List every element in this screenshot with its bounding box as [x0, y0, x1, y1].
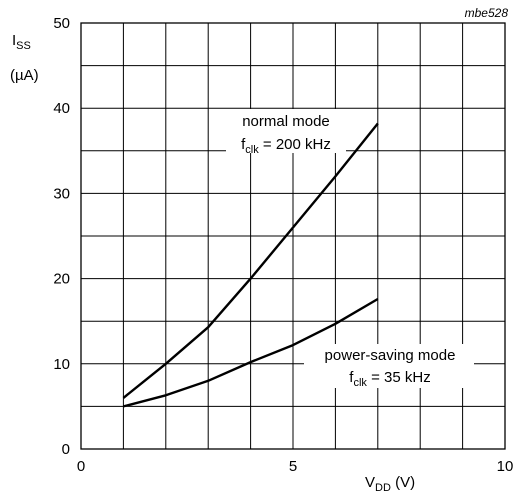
power-saving-mode-line — [123, 297, 379, 408]
y-tick-label: 10 — [53, 356, 70, 373]
y-tick-label: 20 — [53, 271, 70, 288]
normal-mode-label-bg — [226, 109, 346, 153]
y-tick-label: 30 — [53, 185, 70, 202]
power-saving-label: power-saving mode — [325, 347, 456, 364]
plot-frame — [80, 22, 506, 450]
y-axis-label: ISS — [12, 32, 31, 52]
normal-mode-frequency: fclk = 200 kHz — [241, 136, 331, 156]
x-tick-label: 10 — [497, 458, 514, 475]
y-axis-unit: (µA) — [10, 67, 39, 84]
normal-mode-label: normal mode — [242, 113, 330, 130]
x-tick-label: 5 — [289, 458, 297, 475]
power-saving-frequency: fclk = 35 kHz — [349, 369, 430, 389]
x-axis-label: VDD (V) — [365, 474, 415, 494]
figure-code: mbe528 — [465, 6, 509, 20]
y-tick-label: 0 — [62, 441, 70, 458]
tick-labels: 0 10 20 30 40 50 0 5 10 — [53, 15, 513, 475]
normal-mode-line — [122, 122, 379, 399]
grid — [81, 23, 505, 449]
power-saving-label-bg — [304, 344, 474, 388]
annotations: normal mode fclk = 200 kHz power-saving … — [226, 109, 474, 389]
x-tick-label: 0 — [77, 458, 85, 475]
y-tick-label: 50 — [53, 15, 70, 32]
y-tick-label: 40 — [53, 100, 70, 117]
series-layer — [122, 122, 379, 408]
